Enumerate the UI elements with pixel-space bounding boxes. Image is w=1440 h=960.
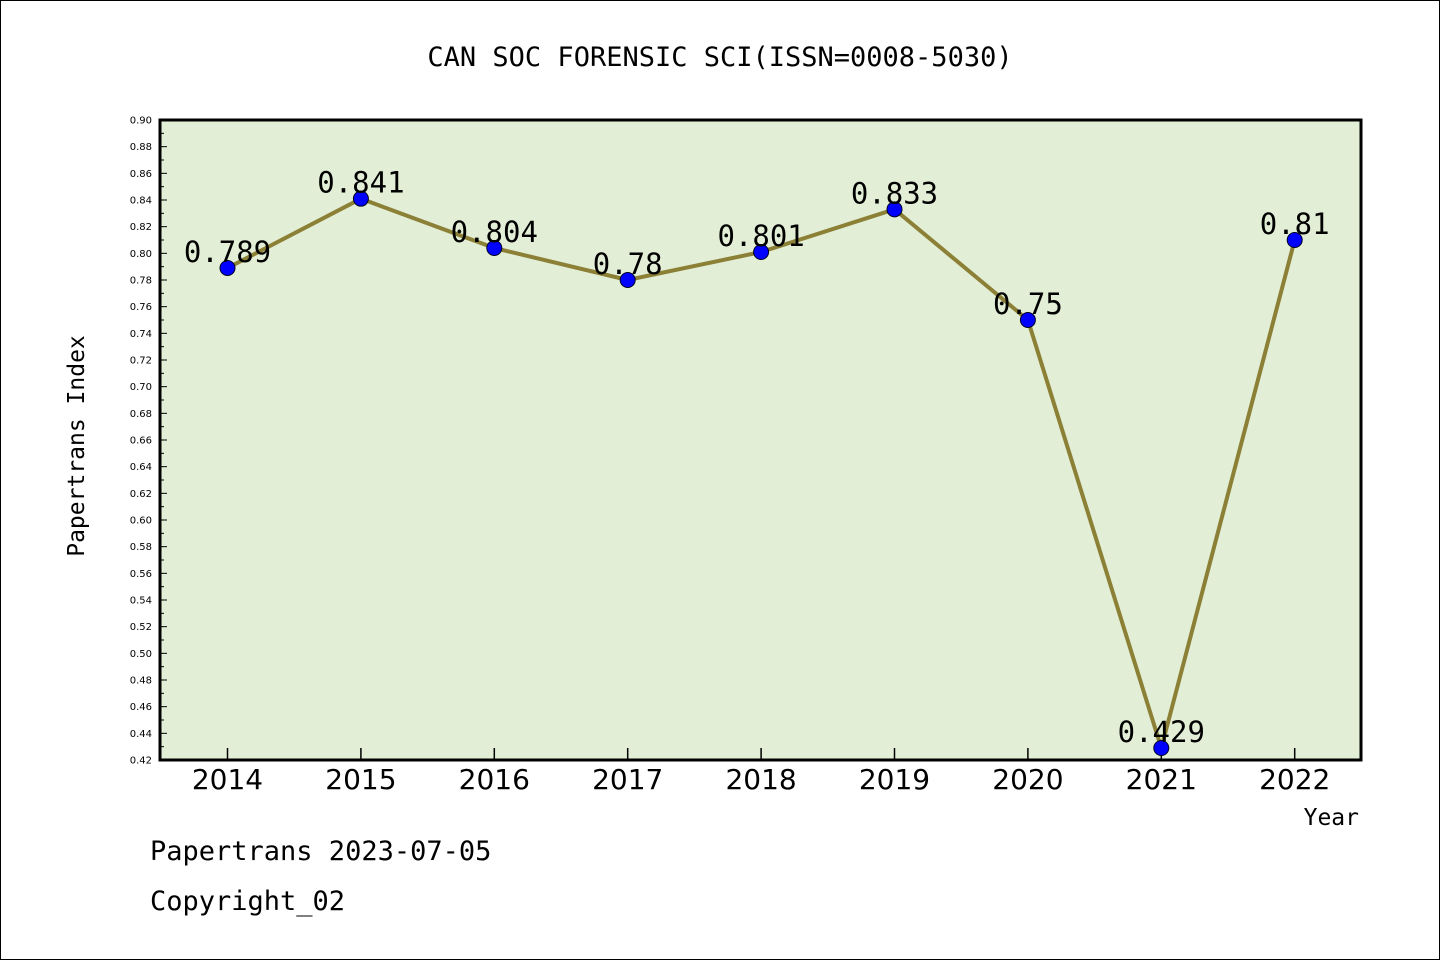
data-point (219, 260, 236, 276)
x-tick-label: 2015 (325, 763, 396, 796)
y-tick-label: 0.44 (130, 729, 152, 740)
y-tick-label: 0.48 (130, 676, 152, 687)
data-label: 0.78 (593, 247, 663, 281)
y-tick-label: 0.72 (130, 356, 152, 367)
y-tick-label: 0.84 (130, 196, 152, 207)
y-tick-label: 0.86 (130, 169, 152, 180)
data-label: 0.841 (317, 166, 404, 200)
x-tick-label: 2016 (459, 763, 530, 796)
x-tick-label: 2022 (1259, 763, 1330, 796)
footer-date: Papertrans 2023-07-05 (150, 836, 492, 867)
data-labels: 0.789 0.841 0.804 0.78 0.801 0.833 0.75 0.429 0.… (184, 166, 1330, 749)
data-point (1286, 232, 1303, 248)
data-label: 0.833 (851, 176, 938, 210)
y-tick-label: 0.58 (130, 542, 152, 553)
x-axis: 2014 2015 2016 2017 2018 2019 2020 2021 2022 (192, 748, 1330, 796)
y-tick-label: 0.42 (130, 756, 152, 767)
x-tick-label: 2021 (1126, 763, 1197, 796)
y-tick-label: 0.54 (130, 596, 152, 607)
data-point (886, 201, 903, 218)
data-label: 0.801 (717, 219, 804, 253)
data-label: 0.789 (184, 235, 271, 269)
y-tick-label: 0.70 (130, 382, 152, 393)
footer-copyright: Copyright_02 (150, 886, 346, 917)
y-tick-label: 0.66 (130, 436, 152, 447)
y-tick-label: 0.64 (130, 462, 152, 473)
data-label: 0.81 (1260, 207, 1330, 241)
y-tick-label: 0.80 (130, 249, 152, 260)
y-tick-label: 0.52 (130, 622, 152, 633)
y-tick-label: 0.56 (130, 569, 152, 580)
y-tick-label: 0.60 (130, 516, 152, 527)
series-line (219, 190, 1303, 756)
chart-title: CAN SOC FORENSIC SCI(ISSN=0008-5030) (427, 42, 1012, 73)
x-tick-label: 2018 (725, 763, 796, 796)
data-point (352, 190, 369, 207)
y-tick-label: 0.68 (130, 409, 152, 420)
x-axis-title: Year (1304, 805, 1359, 831)
data-point (753, 244, 770, 260)
y-tick-label: 0.50 (130, 649, 152, 660)
plot-area (158, 118, 1363, 762)
y-tick-label: 0.88 (130, 142, 152, 153)
y-axis-title: Papertrans Index (64, 335, 90, 557)
y-tick-label: 0.76 (130, 302, 152, 313)
y-tick-label: 0.90 (130, 116, 152, 127)
data-point (1019, 312, 1036, 328)
x-tick-label: 2017 (592, 763, 663, 796)
y-tick-label: 0.82 (130, 222, 152, 233)
y-tick-label: 0.46 (130, 702, 152, 713)
x-tick-label: 2020 (992, 763, 1063, 796)
data-point (1153, 740, 1170, 756)
y-tick-label: 0.62 (130, 489, 152, 500)
data-label: 0.804 (451, 215, 538, 249)
data-point (619, 272, 636, 288)
data-label: 0.429 (1118, 715, 1205, 749)
data-point (486, 240, 503, 256)
x-tick-label: 2019 (859, 763, 930, 796)
data-label: 0.75 (993, 287, 1063, 321)
y-tick-label: 0.78 (130, 276, 152, 287)
x-tick-label: 2014 (192, 763, 263, 796)
y-tick-label: 0.74 (130, 329, 152, 340)
y-axis: 0.42 0.44 0.46 0.48 0.50 0.52 0.54 0.56 0.58 0.60… (130, 116, 167, 767)
